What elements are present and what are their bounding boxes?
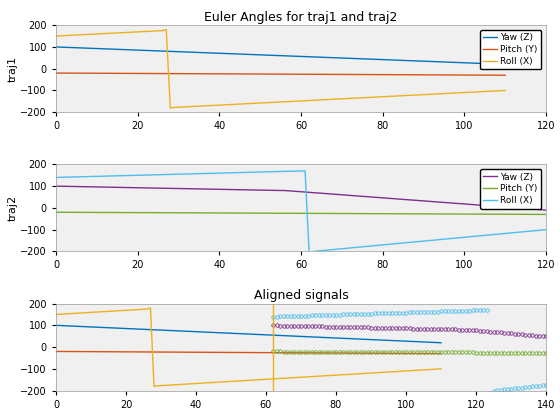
Roll (X) [167,105,174,110]
Pitch (Y) [155,71,161,76]
Legend: Yaw (Z), Pitch (Y), Roll (X): Yaw (Z), Pitch (Y), Roll (X) [480,30,542,69]
Line: Roll (X): Roll (X) [56,29,505,108]
Yaw (Z) [261,52,268,58]
Pitch (Y) [102,210,109,215]
Yaw (Z) [155,48,161,53]
Yaw (Z) [384,196,390,201]
Yaw (Z) [53,184,59,189]
Roll (X) [543,227,549,232]
Roll (X) [298,168,305,173]
Roll (X) [269,100,276,105]
Yaw (Z) [167,186,174,191]
Yaw (Z) [314,55,321,60]
Yaw (Z) [102,184,109,189]
Pitch (Y) [53,210,59,215]
Pitch (Y) [314,72,321,77]
Yaw (Z) [543,207,549,213]
Pitch (Y) [261,211,268,216]
Roll (X) [493,88,500,93]
Pitch (Y) [543,212,549,217]
Y-axis label: traj2: traj2 [8,195,17,221]
Yaw (Z) [220,51,227,56]
Title: Aligned signals: Aligned signals [254,289,348,302]
Roll (X) [391,241,398,246]
Roll (X) [167,172,174,177]
Roll (X) [228,102,235,107]
Roll (X) [155,28,161,33]
Yaw (Z) [502,62,508,67]
Line: Yaw (Z): Yaw (Z) [56,47,505,64]
Roll (X) [261,169,268,174]
Roll (X) [175,105,182,110]
Pitch (Y) [261,71,268,76]
Roll (X) [102,173,109,178]
Yaw (Z) [359,194,366,199]
Line: Pitch (Y): Pitch (Y) [56,212,546,215]
Yaw (Z) [167,49,174,54]
Pitch (Y) [384,211,390,216]
Roll (X) [502,88,508,93]
Line: Pitch (Y): Pitch (Y) [56,73,505,75]
Line: Roll (X): Roll (X) [56,171,546,254]
Pitch (Y) [167,210,174,215]
Roll (X) [322,97,329,102]
Roll (X) [306,251,312,256]
Y-axis label: traj1: traj1 [8,56,17,82]
Roll (X) [367,244,374,249]
Legend: Yaw (Z), Pitch (Y), Roll (X): Yaw (Z), Pitch (Y), Roll (X) [480,169,542,209]
Roll (X) [53,34,59,39]
Yaw (Z) [53,45,59,50]
Roll (X) [53,175,59,180]
Pitch (Y) [510,212,517,217]
Roll (X) [518,229,525,234]
Line: Yaw (Z): Yaw (Z) [56,186,546,210]
Pitch (Y) [359,211,366,216]
Yaw (Z) [486,61,492,66]
Title: Euler Angles for traj1 and traj2: Euler Angles for traj1 and traj2 [204,11,398,24]
Pitch (Y) [220,71,227,76]
Pitch (Y) [486,73,492,78]
Pitch (Y) [53,71,59,76]
Yaw (Z) [261,188,268,193]
Pitch (Y) [167,71,174,76]
Roll (X) [163,27,170,32]
Pitch (Y) [502,73,508,78]
Yaw (Z) [510,205,517,210]
